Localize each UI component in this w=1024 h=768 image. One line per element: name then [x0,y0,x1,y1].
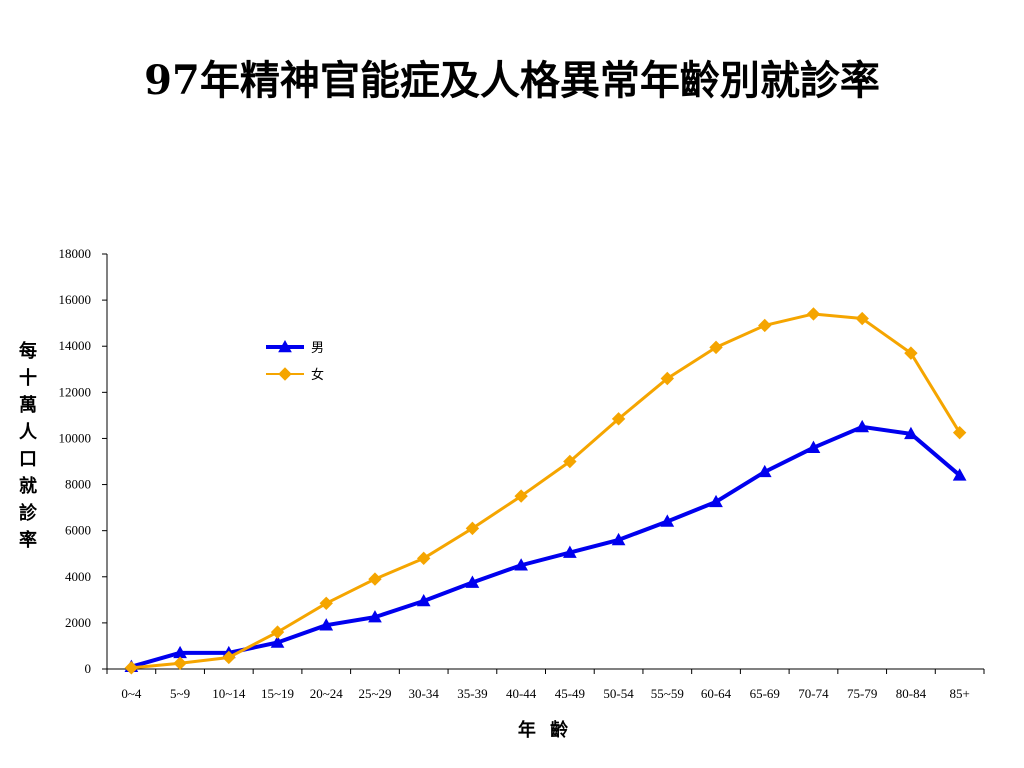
data-point-series-2 [709,340,723,355]
x-tick-label: 80-84 [896,686,927,701]
x-axis-label: 年 齡 [517,720,573,741]
x-tick-label: 35-39 [457,686,487,701]
legend-marker-1 [278,339,292,353]
x-tick-label: 15~19 [261,686,294,701]
x-tick-label: 70-74 [798,686,829,701]
y-tick-label: 14000 [59,338,92,353]
data-point-series-1 [952,468,967,481]
x-tick-label: 5~9 [170,686,190,701]
data-point-series-1 [563,545,577,558]
y-axis-label: 每十萬人口就診率 [19,341,37,551]
y-tick-label: 0 [85,661,92,676]
data-point-series-1 [660,514,675,527]
y-tick-label: 12000 [59,384,92,399]
data-point-series-2 [758,318,772,333]
data-point-series-1 [855,419,870,433]
data-point-series-2 [855,311,869,326]
data-point-series-1 [806,440,821,453]
series-line-1 [130,424,961,669]
data-point-series-2 [173,656,187,670]
data-point-series-1 [319,618,334,631]
y-tick-label: 6000 [65,523,91,538]
data-point-series-2 [563,454,577,469]
data-point-series-2 [611,412,626,426]
series-line-2 [131,312,961,670]
x-tick-label: 25~29 [358,686,391,701]
legend-marker-2 [278,367,292,381]
legend-label-2: 女 [311,367,324,382]
data-point-series-1 [416,593,431,607]
data-point-series-2 [904,346,918,360]
data-point-series-2 [465,521,480,536]
data-point-series-1 [270,635,285,648]
data-point-series-1 [904,426,918,440]
data-point-series-2 [514,489,528,503]
data-point-series-2 [319,596,333,610]
x-tick-label: 20~24 [310,686,344,701]
x-tick-label: 75-79 [847,686,877,701]
data-point-series-1 [465,575,480,588]
x-tick-label: 65-69 [750,686,780,701]
data-point-series-2 [952,425,967,440]
data-point-series-1 [757,464,772,478]
x-tick-label: 40-44 [506,686,537,701]
y-tick-label: 18000 [59,246,92,261]
data-point-series-2 [660,371,675,386]
data-point-series-1 [514,558,528,571]
x-tick-label: 45-49 [555,686,585,701]
data-point-series-2 [270,625,285,639]
y-tick-label: 8000 [65,477,91,492]
x-tick-label: 55~59 [651,686,684,701]
legend-label-1: 男 [311,340,324,355]
data-point-series-2 [416,551,431,566]
chart-title: 97年精神官能症及人格異常年齡別就診率 [144,57,880,104]
data-point-series-1 [611,532,626,546]
x-tick-label: 50-54 [603,686,634,701]
y-tick-label: 10000 [59,430,92,445]
x-tick-label: 85+ [949,686,969,701]
data-point-series-2 [124,661,139,675]
y-tick-label: 4000 [65,569,91,584]
x-tick-label: 60-64 [701,686,732,701]
y-tick-label: 2000 [65,615,91,630]
data-point-series-2 [368,572,382,586]
x-tick-label: 10~14 [212,686,246,701]
y-tick-label: 16000 [59,292,92,307]
x-tick-label: 0~4 [121,686,142,701]
data-point-series-2 [806,307,821,321]
data-point-series-1 [709,494,723,508]
data-point-series-2 [222,650,236,665]
data-point-series-1 [368,610,382,623]
x-tick-label: 30-34 [409,686,440,701]
